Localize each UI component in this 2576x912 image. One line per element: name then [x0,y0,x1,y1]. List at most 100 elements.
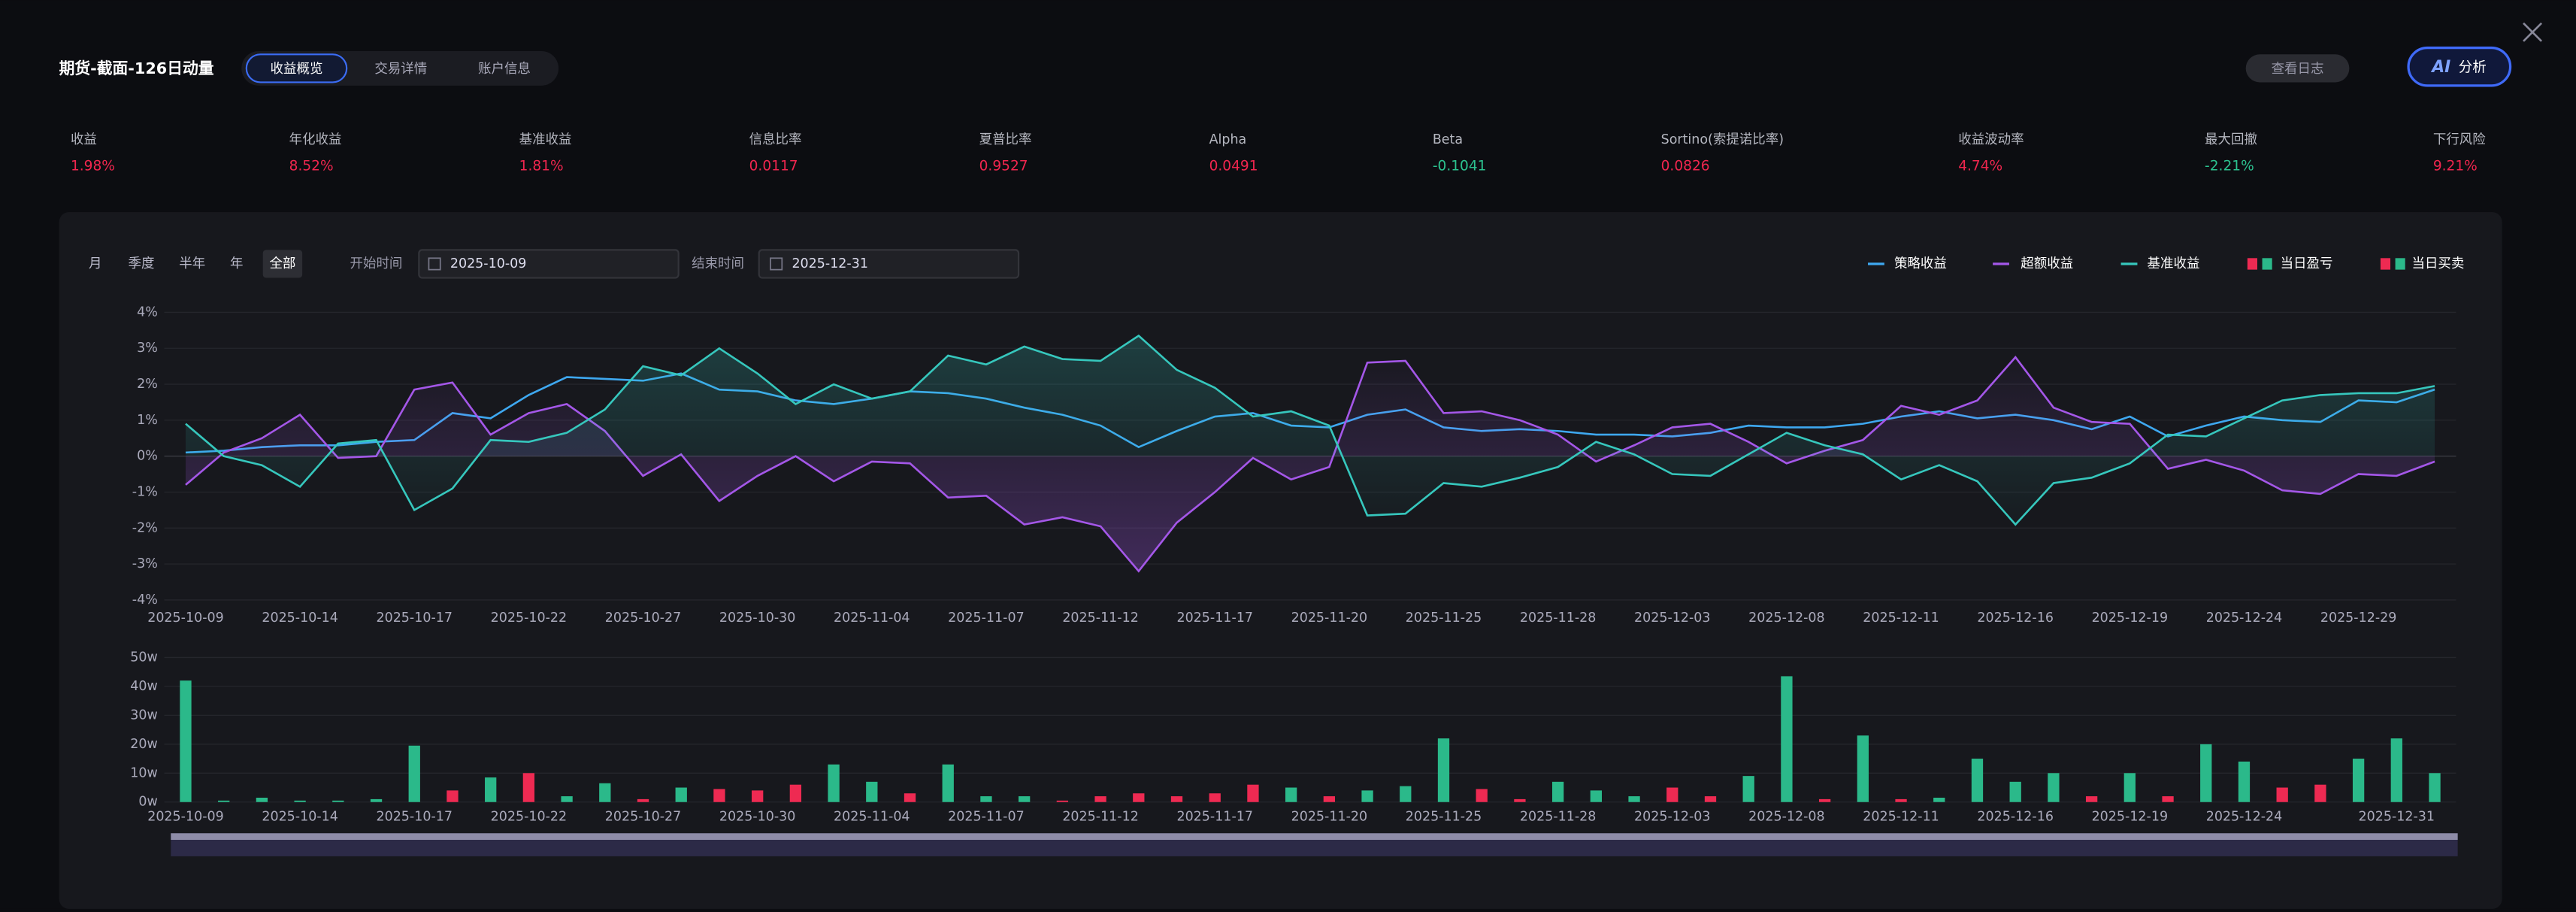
metric-value: 0.9527 [979,158,1028,174]
legend-label[interactable]: 超额收益 [2021,256,2073,271]
bar [1209,793,1221,802]
legend-label[interactable]: 当日买卖 [2411,256,2464,271]
metric-label: 年化收益 [289,132,342,147]
ai-icon[interactable]: AI [2430,58,2450,77]
zoom-handle-bar[interactable] [171,833,2458,841]
x-tick-label: 2025-12-19 [2092,611,2169,626]
legend-label[interactable]: 基准收益 [2148,256,2200,271]
bar [2390,738,2402,802]
x-tick-label: 2025-12-11 [1863,611,1939,626]
metric-label: 基准收益 [519,132,572,147]
tab-active[interactable] [245,53,348,83]
bar [1056,800,1069,802]
x-tick-label: 2025-10-30 [719,611,796,626]
legend-label[interactable]: 策略收益 [1894,256,1947,271]
x-tick-label: 2025-12-31 [2359,809,2435,824]
x-tick-label: 2025-12-03 [1634,611,1711,626]
start-value[interactable]: 2025-10-09 [450,256,527,271]
start-input[interactable] [418,249,680,279]
x-tick-label: 2025-12-16 [1977,809,2054,824]
x-tick-label: 2025-11-28 [1520,809,1597,824]
end-label: 结束时间 [692,256,744,271]
metric-value: 4.74% [1958,158,2002,174]
x-tick-label: 2025-12-08 [1748,611,1825,626]
x-tick-label: 2025-11-04 [834,809,910,824]
bar [370,798,383,802]
end-value[interactable]: 2025-12-31 [792,256,868,271]
bar [1590,790,1603,802]
bar [294,800,306,802]
y-tick-label: -4% [132,592,158,607]
tab[interactable]: 收益概览 [271,62,323,77]
period-button[interactable]: 月 [89,256,101,271]
bar [1514,798,1526,802]
tab[interactable]: 账户信息 [478,62,531,77]
bar [2238,761,2251,802]
bar [713,789,725,802]
log-button-label[interactable]: 查看日志 [2272,62,2324,77]
bar [599,783,611,802]
x-tick-label: 2025-10-17 [376,611,453,626]
ai-button[interactable] [2407,46,2512,87]
x-tick-label: 2025-12-24 [2206,809,2283,824]
bar [1933,797,1945,802]
metric-value: 0.0826 [1661,158,1710,174]
period-active[interactable] [262,250,303,278]
bar [1285,787,1297,802]
line [185,334,2435,526]
bar [446,790,459,802]
period-button[interactable]: 半年 [179,256,205,271]
x-tick-label: 2025-11-07 [948,611,1025,626]
x-tick-label: 2025-12-11 [1863,809,1939,824]
bar [1971,759,1984,802]
x-tick-label: 2025-11-12 [1062,809,1139,824]
bar [2048,773,2060,802]
period-button[interactable]: 年 [230,256,243,271]
x-tick-label: 2025-10-22 [491,809,568,824]
period-button[interactable]: 全部 [269,256,295,271]
end-input[interactable] [758,249,1020,279]
bar [1742,776,1754,802]
bar [1094,796,1106,802]
y-tick-label: -1% [132,484,158,499]
y-tick-label: 3% [137,341,158,356]
bar [942,764,954,802]
metric-label: 信息比率 [749,132,802,147]
metric-value: -0.1041 [1433,158,1487,174]
bar [866,781,878,802]
y-tick-label: 10w [130,765,158,780]
bar [1628,796,1640,802]
metric-value: 8.52% [289,158,334,174]
bar [675,787,687,802]
bar [522,773,535,802]
x-tick-label: 2025-10-27 [605,611,682,626]
period-button[interactable]: 季度 [128,256,154,271]
legend-label[interactable]: 当日盈亏 [2281,256,2333,271]
panel [59,212,2502,909]
y-tick-label: 20w [130,737,158,752]
bar [637,798,649,802]
bar [332,800,344,802]
y-tick-label: 30w [130,707,158,723]
legend-swatch [2395,258,2405,270]
log-button[interactable] [2245,54,2350,83]
bar [1361,790,1373,802]
bar [256,797,268,802]
x-tick-label: 2025-12-03 [1634,809,1711,824]
calendar-icon [770,257,783,271]
y-tick-label: -3% [132,556,158,571]
bar [1019,796,1031,802]
close-icon[interactable] [2523,22,2543,42]
x-tick-label: 2025-11-25 [1406,611,1482,626]
area [185,335,2435,525]
ai-button-label[interactable]: 分析 [2459,59,2487,75]
bar [180,680,192,802]
metric-label: Sortino(索提诺比率) [1661,132,1784,147]
x-tick-label: 2025-10-09 [147,809,224,824]
tab[interactable]: 交易详情 [374,62,427,77]
x-tick-label: 2025-12-16 [1977,611,2054,626]
x-tick-label: 2025-10-14 [262,809,338,824]
bar [2314,784,2326,802]
metric-label: Beta [1433,132,1463,147]
